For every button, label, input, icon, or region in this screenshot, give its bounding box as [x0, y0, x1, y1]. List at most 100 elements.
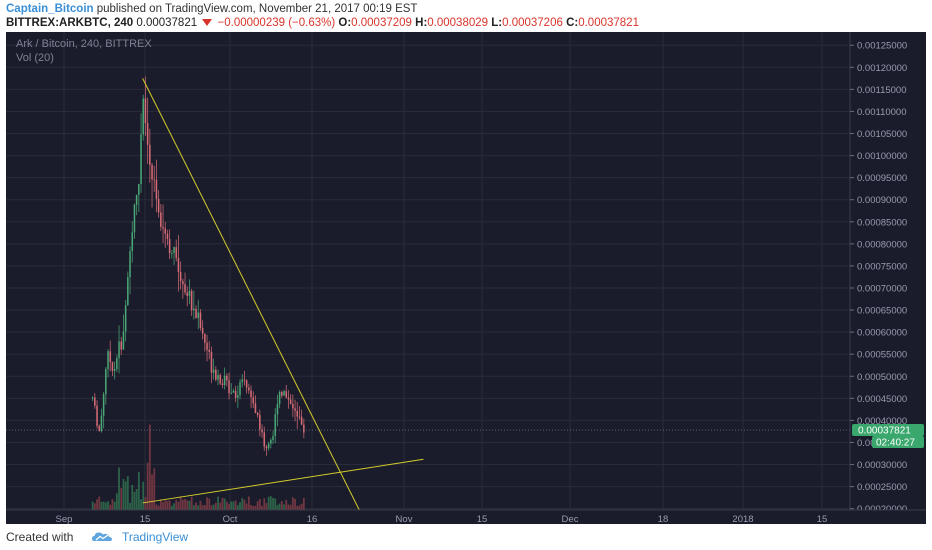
- volume-bar: [146, 462, 149, 510]
- volume-bar: [164, 500, 167, 510]
- grid-lines: [6, 32, 850, 510]
- volume-bar: [274, 498, 277, 510]
- volume-bar: [210, 505, 213, 510]
- x-tick-label: 18: [658, 514, 669, 524]
- y-tick-label: 0.00085000: [857, 217, 907, 228]
- candle-body: [245, 380, 248, 388]
- candle-body: [197, 312, 200, 318]
- volume-bar: [221, 497, 224, 510]
- volume-bar: [162, 502, 164, 510]
- candle-body: [215, 369, 217, 380]
- y-tick-label: 0.00055000: [857, 350, 907, 361]
- volume-bar: [179, 496, 182, 510]
- candle-body: [179, 272, 182, 282]
- candle-body: [173, 247, 175, 254]
- x-tick-label: 15: [817, 514, 828, 524]
- countdown-badge-text: 02:40:27: [876, 438, 915, 449]
- x-tick-label: 15: [140, 514, 151, 524]
- y-tick-label: 0.00120000: [857, 63, 907, 74]
- trend-line: [142, 458, 424, 504]
- candle-body: [217, 374, 219, 380]
- candle-body: [111, 362, 114, 371]
- candle-body: [294, 408, 296, 411]
- candle-body: [177, 257, 180, 273]
- candle-body: [270, 439, 272, 444]
- volume-bar: [157, 505, 160, 510]
- volume-bar: [195, 502, 197, 510]
- publish-line: Captain_Bitcoin published on TradingView…: [6, 3, 417, 15]
- candlesticks: [91, 76, 305, 456]
- volume-bar: [192, 505, 195, 510]
- tradingview-brand-link[interactable]: TradingView: [122, 530, 189, 544]
- volume-bar: [217, 496, 219, 510]
- volume-bar: [137, 471, 140, 510]
- y-tick-label: 0.00095000: [857, 173, 907, 184]
- volume-bar: [230, 501, 233, 510]
- candle-body: [91, 397, 94, 399]
- volume-bar: [289, 504, 292, 510]
- y-tick-label: 0.00090000: [857, 195, 907, 206]
- y-tick-label: 0.00045000: [857, 394, 907, 405]
- volume-bar: [91, 501, 94, 510]
- candle-body: [230, 392, 233, 394]
- candle-body: [94, 397, 96, 406]
- volume-bar: [225, 501, 228, 510]
- candle-body: [151, 164, 153, 180]
- volume-bar: [181, 499, 184, 510]
- volume-bar: [197, 505, 200, 510]
- y-axis-ticks: 0.00125000 0.00120000 0.00115000 0.00110000…: [850, 41, 907, 515]
- candle-body: [206, 342, 208, 350]
- volume-bar: [247, 496, 250, 510]
- price-axis[interactable]: [850, 32, 926, 524]
- volume-bar: [214, 502, 217, 510]
- volume-bar: [201, 505, 204, 510]
- x-axis-ticks: Sep 15 Oct 16 Nov 15 Dec 18 2018 15: [56, 514, 828, 524]
- close-value: 0.00037821: [578, 17, 639, 29]
- time-axis[interactable]: [6, 510, 926, 524]
- x-tick-label: 15: [477, 514, 488, 524]
- volume-bar: [283, 504, 285, 510]
- volume-bar: [285, 499, 288, 510]
- volume-bar: [102, 501, 105, 510]
- volume-bar: [188, 500, 191, 510]
- price-chart[interactable]: 0.00125000 0.00120000 0.00115000 0.00110000…: [6, 32, 926, 524]
- volume-bar: [151, 474, 153, 510]
- tradingview-logo-icon[interactable]: [90, 529, 116, 545]
- candle-body: [212, 369, 215, 373]
- candle-body: [120, 341, 123, 350]
- candle-body: [168, 239, 171, 254]
- candle-body: [138, 183, 140, 195]
- candle-body: [285, 391, 288, 398]
- candle-body: [276, 404, 279, 415]
- volume-bar: [261, 505, 263, 510]
- author-link[interactable]: Captain_Bitcoin: [6, 3, 94, 15]
- volume-bar: [190, 496, 193, 510]
- x-tick-label: Oct: [223, 514, 238, 524]
- volume-bar: [129, 502, 131, 510]
- volume-bar: [208, 498, 211, 510]
- candle-body: [184, 284, 186, 293]
- volume-bar: [166, 500, 169, 510]
- volume-bar: [223, 498, 226, 510]
- candle-body: [292, 403, 294, 409]
- chart-area[interactable]: 0.00125000 0.00120000 0.00115000 0.00110000…: [6, 32, 926, 524]
- volume-bar: [296, 505, 299, 510]
- y-tick-label: 0.00050000: [857, 372, 907, 383]
- volume-bar: [252, 505, 255, 510]
- volume-bar: [219, 502, 222, 510]
- volume-bar: [228, 503, 230, 510]
- volume-bar: [144, 496, 147, 510]
- volume-bar: [212, 504, 215, 510]
- volume-bar: [186, 500, 189, 510]
- y-tick-label: 0.00025000: [857, 482, 907, 493]
- candle-body: [237, 395, 239, 398]
- volume-indicator-label: Vol (20): [16, 52, 54, 64]
- volume-bar: [245, 503, 248, 510]
- trend-lines[interactable]: [142, 78, 424, 511]
- candle-body: [272, 435, 274, 440]
- high-label: H:: [415, 17, 428, 29]
- candle-body: [135, 194, 138, 205]
- candle-body: [248, 387, 250, 391]
- candle-body: [267, 443, 270, 449]
- volume-bar: [263, 498, 266, 510]
